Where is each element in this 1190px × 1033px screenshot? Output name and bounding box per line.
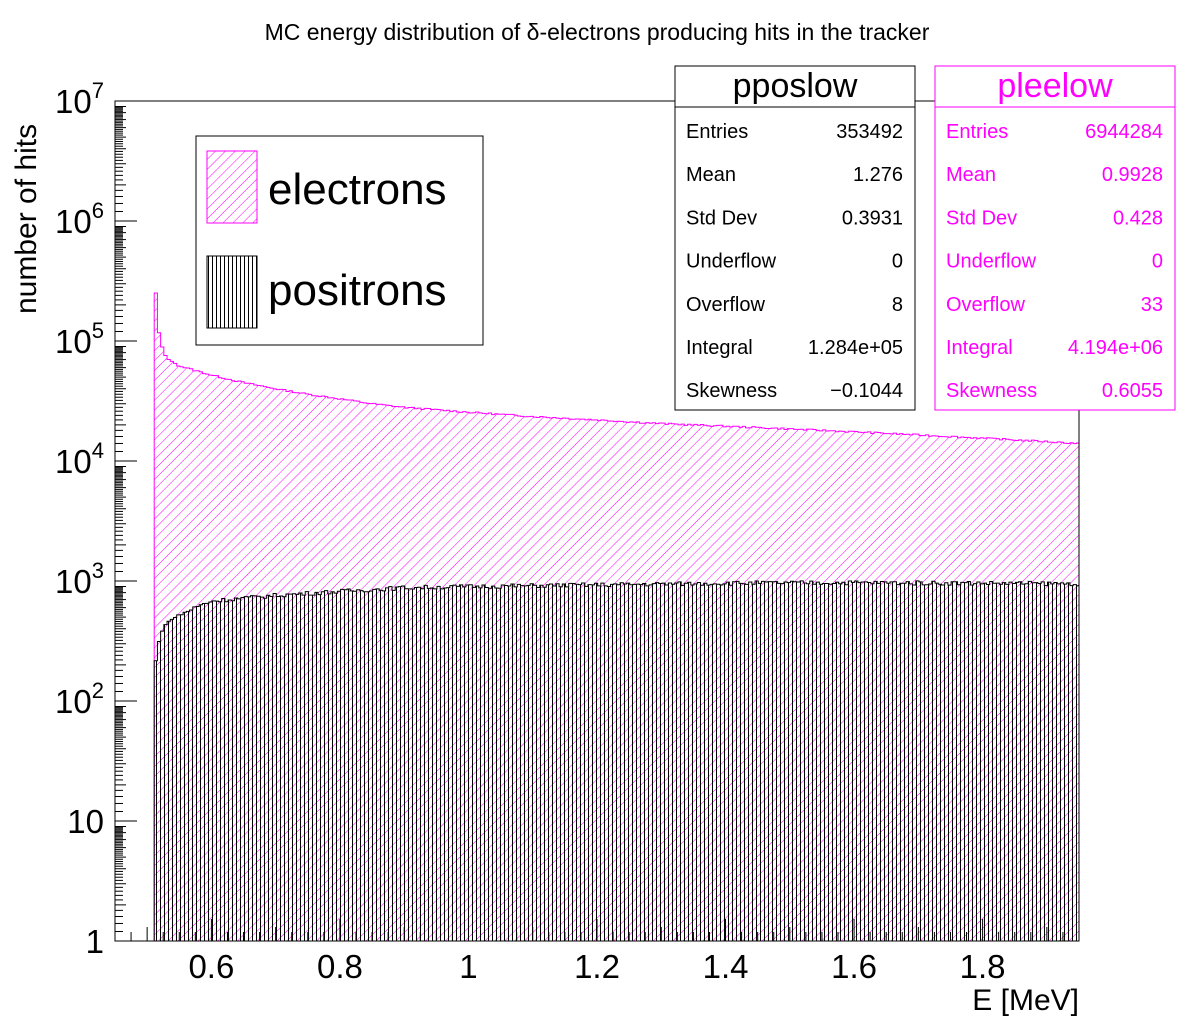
stat-label: Std Dev [686, 207, 757, 229]
stat-box-frame [674, 65, 916, 411]
stat-value: 0 [1152, 251, 1163, 273]
legend: electrons positrons [195, 135, 484, 346]
x-tick-label: 1.2 [574, 948, 620, 985]
stat-label: Underflow [686, 251, 777, 273]
stat-value: 8 [892, 294, 903, 316]
stat-label: Skewness [946, 380, 1037, 402]
stat-box-title: pposlow [733, 67, 858, 105]
legend-label-electrons: electrons [268, 165, 447, 214]
y-tick-label: 1 [86, 923, 104, 960]
stat-label: Integral [686, 337, 753, 359]
x-tick-label: 1.4 [703, 948, 749, 985]
stat-label: Skewness [686, 380, 777, 402]
stat-value: 0.9928 [1102, 164, 1163, 186]
x-axis-title: E [MeV] [972, 984, 1079, 1017]
stat-box-pposlow: pposlow Entries 353492 Mean 1.276 Std Dev 0.39… [674, 65, 916, 411]
y-tick-label: 104 [55, 438, 104, 480]
legend-label-positrons: positrons [268, 266, 447, 315]
stat-label: Integral [946, 337, 1013, 359]
x-axis: 0.6 0.8 1 1.2 1.4 1.6 1.8 [114, 919, 1080, 985]
stat-value: 1.276 [853, 164, 903, 186]
series-positrons [153, 580, 1080, 942]
y-tick-label: 107 [55, 78, 104, 120]
y-tick-label: 106 [55, 198, 104, 240]
stat-label: Mean [946, 164, 996, 186]
y-tick-label: 10 [67, 803, 104, 840]
x-tick-label: 1 [459, 948, 477, 985]
stat-value: 6944284 [1085, 121, 1163, 143]
stat-label: Std Dev [946, 207, 1017, 229]
y-tick-label: 105 [55, 318, 104, 360]
stat-label: Mean [686, 164, 736, 186]
chart-title: MC energy distribution of δ-electrons pr… [265, 19, 930, 45]
stat-label: Entries [946, 121, 1008, 143]
legend-swatch-electrons [206, 150, 258, 224]
y-axis-title: number of hits [10, 124, 43, 314]
legend-swatch-positrons [206, 255, 258, 329]
stat-box-pleelow: pleelow Entries 6944284 Mean 0.9928 Std Dev 0.… [934, 65, 1176, 411]
y-tick-label: 103 [55, 558, 104, 600]
stat-value: 33 [1141, 294, 1163, 316]
x-tick-label: 0.8 [317, 948, 363, 985]
stat-value: 0.428 [1113, 207, 1163, 229]
stat-box-frame [934, 65, 1176, 411]
x-tick-label: 0.6 [188, 948, 234, 985]
stat-label: Entries [686, 121, 748, 143]
stat-value: 0.3931 [842, 207, 903, 229]
stat-value: −0.1044 [830, 380, 903, 402]
y-tick-label: 102 [55, 678, 104, 720]
x-tick-label: 1.6 [831, 948, 877, 985]
x-tick-label: 1.8 [960, 948, 1006, 985]
series-layer [153, 292, 1080, 942]
stat-box-title: pleelow [997, 67, 1113, 105]
stat-label: Overflow [686, 294, 765, 316]
stat-value: 1.284e+05 [808, 337, 903, 359]
stat-value: 353492 [836, 121, 903, 143]
stat-label: Underflow [946, 251, 1037, 273]
stat-label: Overflow [946, 294, 1025, 316]
stat-value: 0.6055 [1102, 380, 1163, 402]
stat-value: 0 [892, 251, 903, 273]
stat-value: 4.194e+06 [1068, 337, 1163, 359]
y-axis: 1 10 102 103 104 105 106 107 [55, 78, 137, 960]
